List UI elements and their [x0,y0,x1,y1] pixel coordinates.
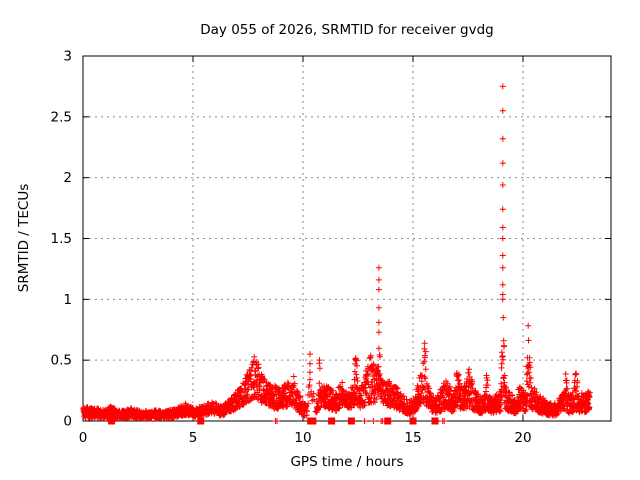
data-series [80,83,593,425]
x-tick-label: 20 [514,430,531,446]
tick-labels: 0 5 10 15 20 0 0.5 1 1.5 2 2.5 3 [51,49,532,447]
y-tick-label: 1 [63,292,72,308]
y-tick-label: 0.5 [51,353,72,369]
y-axis-label: SRMTID / TECUs [16,184,32,292]
x-tick-label: 5 [189,430,198,446]
y-tick-label: 1.5 [51,231,72,247]
chart-title: Day 055 of 2026, SRMTID for receiver gvd… [200,22,494,38]
x-tick-label: 0 [79,430,88,446]
gridlines [82,55,611,422]
x-axis-label: GPS time / hours [290,454,403,470]
y-tick-label: 2.5 [51,109,72,125]
x-tick-label: 10 [294,430,311,446]
y-tick-label: 0 [63,414,72,430]
scatter-points-plus [80,83,593,424]
y-tick-label: 3 [63,49,72,65]
x-tick-label: 15 [404,430,421,446]
y-tick-label: 2 [63,170,72,186]
